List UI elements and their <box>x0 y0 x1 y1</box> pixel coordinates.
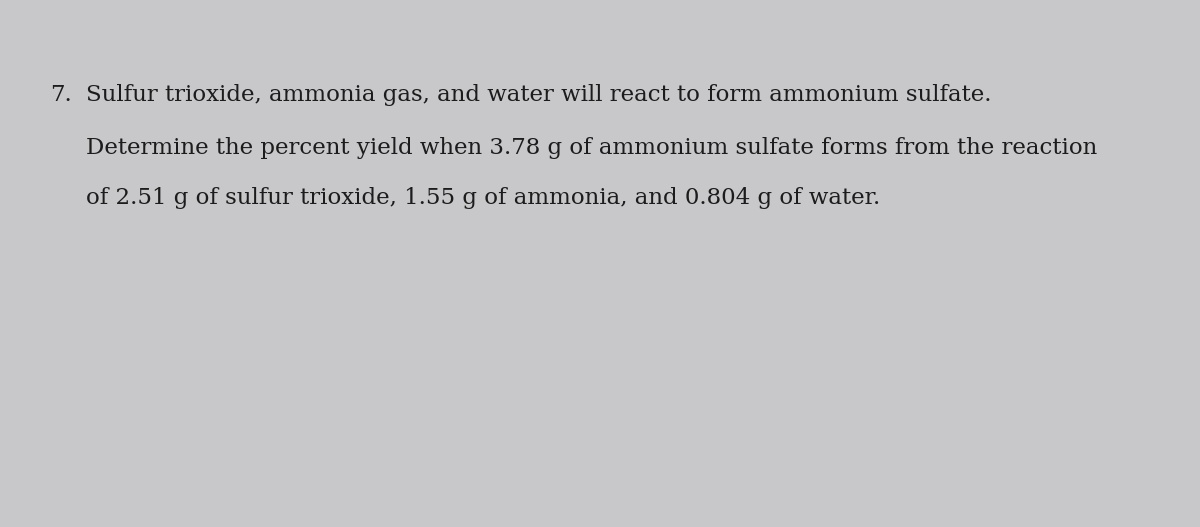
Text: of 2.51 g of sulfur trioxide, 1.55 g of ammonia, and 0.804 g of water.: of 2.51 g of sulfur trioxide, 1.55 g of … <box>86 187 881 209</box>
Text: Determine the percent yield when 3.78 g of ammonium sulfate forms from the react: Determine the percent yield when 3.78 g … <box>86 136 1098 159</box>
Text: 7.: 7. <box>50 84 72 106</box>
Text: Sulfur trioxide, ammonia gas, and water will react to form ammonium sulfate.: Sulfur trioxide, ammonia gas, and water … <box>86 84 992 106</box>
